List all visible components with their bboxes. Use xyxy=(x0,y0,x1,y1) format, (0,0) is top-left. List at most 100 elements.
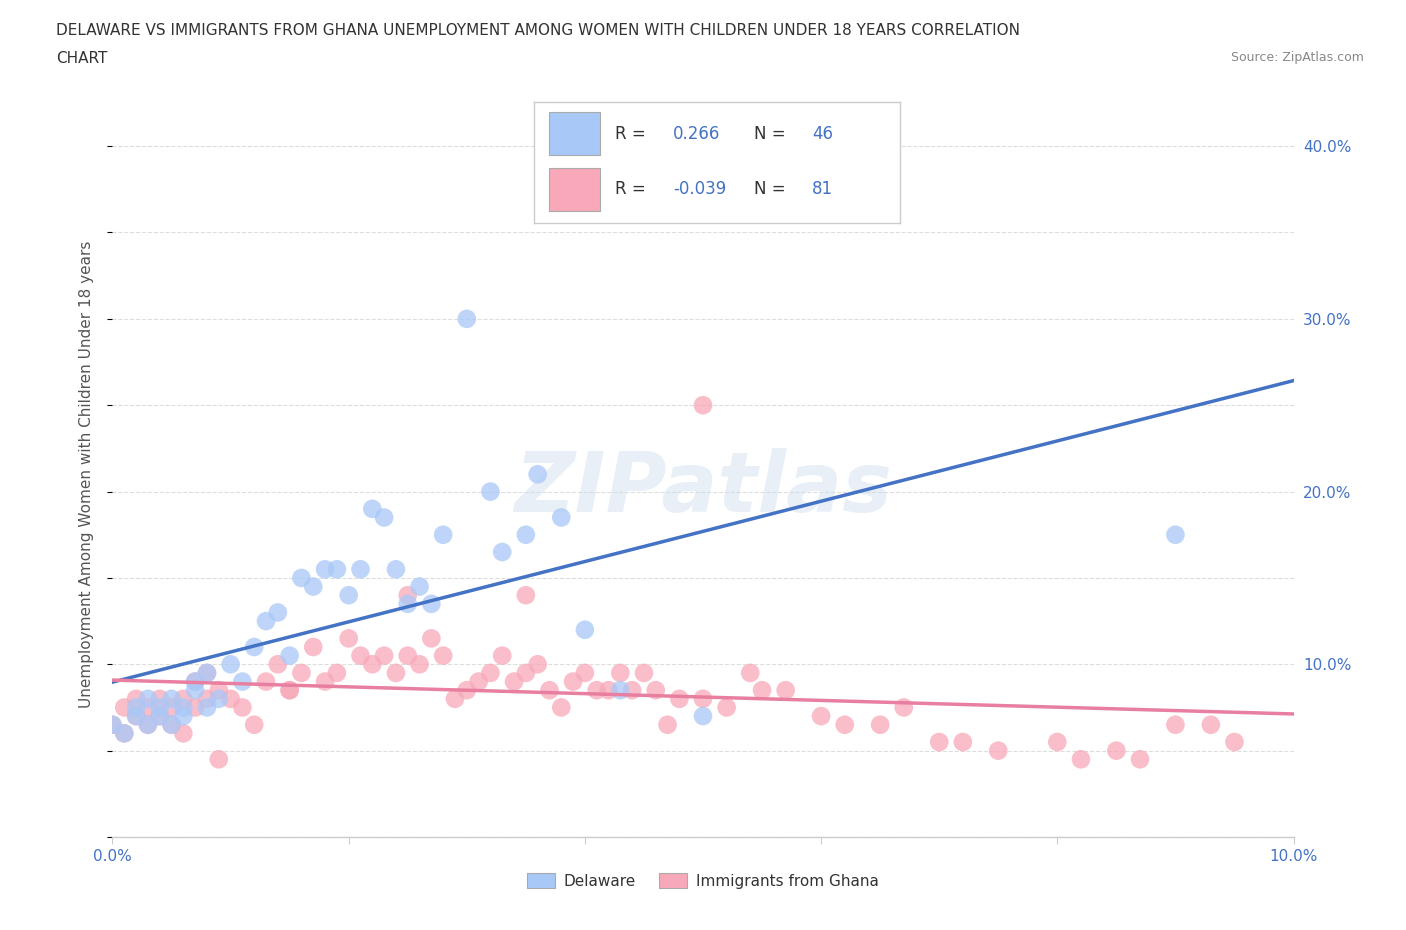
Point xyxy=(716,700,738,715)
Point xyxy=(254,674,277,689)
Point xyxy=(373,510,395,525)
Point xyxy=(692,398,714,413)
Point xyxy=(503,674,526,689)
Point xyxy=(302,640,325,655)
Point xyxy=(195,700,218,715)
Point xyxy=(396,588,419,603)
Point xyxy=(160,700,183,715)
Point xyxy=(408,657,430,671)
Point xyxy=(231,700,253,715)
Text: CHART: CHART xyxy=(56,51,108,66)
Point xyxy=(515,666,537,681)
Text: 46: 46 xyxy=(813,125,834,142)
Point xyxy=(208,683,231,698)
Point xyxy=(231,674,253,689)
Point xyxy=(125,700,148,715)
Point xyxy=(219,657,242,671)
Point xyxy=(160,717,183,732)
Point xyxy=(432,648,454,663)
Point xyxy=(526,467,548,482)
Point xyxy=(609,666,631,681)
Point xyxy=(219,691,242,706)
Text: 0.266: 0.266 xyxy=(673,125,720,142)
Point xyxy=(337,588,360,603)
Point xyxy=(574,666,596,681)
Text: ZIPatlas: ZIPatlas xyxy=(515,448,891,529)
Point xyxy=(373,648,395,663)
Point xyxy=(314,674,336,689)
Text: Source: ZipAtlas.com: Source: ZipAtlas.com xyxy=(1230,51,1364,64)
Point xyxy=(112,726,135,741)
Point xyxy=(751,683,773,698)
Point xyxy=(526,657,548,671)
Text: N =: N = xyxy=(754,125,785,142)
Point xyxy=(267,657,290,671)
Point xyxy=(396,596,419,611)
Point xyxy=(1199,717,1222,732)
Text: DELAWARE VS IMMIGRANTS FROM GHANA UNEMPLOYMENT AMONG WOMEN WITH CHILDREN UNDER 1: DELAWARE VS IMMIGRANTS FROM GHANA UNEMPL… xyxy=(56,23,1021,38)
Point xyxy=(1164,527,1187,542)
Point xyxy=(314,562,336,577)
Point xyxy=(1164,717,1187,732)
Point xyxy=(290,570,312,585)
Point xyxy=(562,674,585,689)
Point xyxy=(893,700,915,715)
Point xyxy=(136,691,159,706)
Point xyxy=(834,717,856,732)
Point xyxy=(326,562,349,577)
Point xyxy=(278,683,301,698)
Point xyxy=(385,666,408,681)
Point xyxy=(456,312,478,326)
Point xyxy=(538,683,561,698)
Point xyxy=(621,683,644,698)
Point xyxy=(952,735,974,750)
Point xyxy=(195,666,218,681)
Point xyxy=(195,666,218,681)
Point xyxy=(208,751,231,766)
Point xyxy=(692,709,714,724)
Text: R =: R = xyxy=(614,180,645,198)
Point xyxy=(149,691,172,706)
Point xyxy=(172,726,194,741)
Point xyxy=(267,605,290,620)
Text: N =: N = xyxy=(754,180,785,198)
Point xyxy=(420,596,443,611)
Point xyxy=(349,648,371,663)
Point xyxy=(491,545,513,560)
Point xyxy=(125,691,148,706)
Point xyxy=(349,562,371,577)
Point xyxy=(456,683,478,698)
Point xyxy=(361,657,384,671)
Point xyxy=(243,640,266,655)
Text: 81: 81 xyxy=(813,180,834,198)
Point xyxy=(479,485,502,499)
Point xyxy=(101,717,124,732)
Point xyxy=(361,501,384,516)
Text: -0.039: -0.039 xyxy=(673,180,727,198)
Point xyxy=(184,674,207,689)
FancyBboxPatch shape xyxy=(548,167,600,211)
Point xyxy=(598,683,620,698)
Point xyxy=(136,700,159,715)
Point xyxy=(184,674,207,689)
Point xyxy=(810,709,832,724)
Point xyxy=(1070,751,1092,766)
Point xyxy=(385,562,408,577)
Point xyxy=(112,726,135,741)
Point xyxy=(101,717,124,732)
Point xyxy=(609,683,631,698)
Point xyxy=(479,666,502,681)
Point xyxy=(136,717,159,732)
Point xyxy=(184,700,207,715)
Text: R =: R = xyxy=(614,125,645,142)
Point xyxy=(408,579,430,594)
Point xyxy=(136,717,159,732)
Point xyxy=(208,691,231,706)
Point xyxy=(172,709,194,724)
Point xyxy=(869,717,891,732)
Point xyxy=(278,648,301,663)
Point xyxy=(928,735,950,750)
Point xyxy=(432,527,454,542)
Point xyxy=(125,709,148,724)
Point xyxy=(290,666,312,681)
